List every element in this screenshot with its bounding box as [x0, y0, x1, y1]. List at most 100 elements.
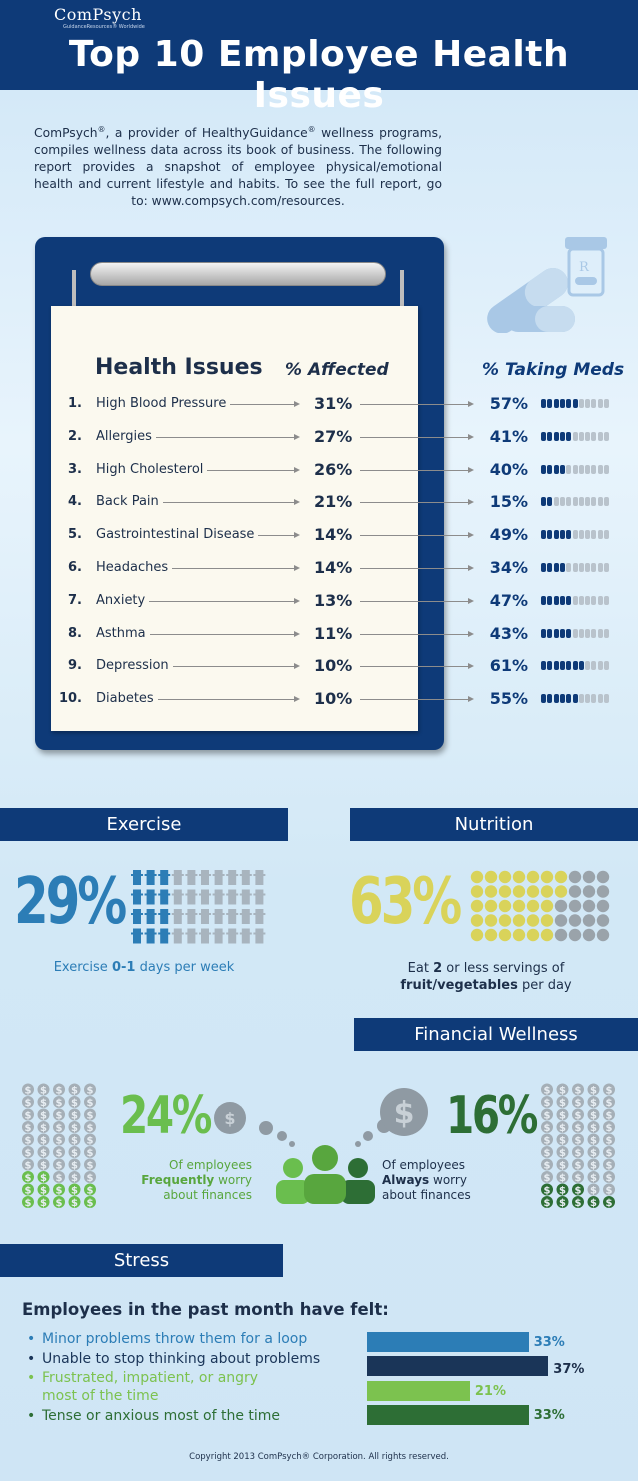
- svg-text:$: $: [87, 1198, 94, 1209]
- fruit-icon: [512, 914, 526, 927]
- brand-tagline: GuidanceResources® Worldwide: [63, 24, 145, 30]
- fruit-icon: [484, 914, 498, 927]
- svg-text:$: $: [40, 1198, 47, 1209]
- fruit-icon: [526, 899, 540, 913]
- pill-icon: [597, 694, 603, 704]
- section-bar-financial: Financial Wellness: [354, 1018, 638, 1051]
- pill-icon: [559, 431, 565, 441]
- row-arrow-meds: [360, 401, 474, 407]
- svg-text:$: $: [606, 1198, 613, 1209]
- pill-icon: [566, 464, 572, 474]
- dollar-coin-icon: $: [22, 1083, 34, 1097]
- intro-text: ComPsych®, a provider of HealthyGuidance…: [34, 125, 442, 209]
- pill-icon: [604, 399, 609, 408]
- dollar-coin-icon: $: [603, 1133, 615, 1147]
- row-affected-value: 11%: [314, 623, 353, 643]
- person-icon: [185, 870, 198, 885]
- dollar-coin-icon: $: [541, 1096, 553, 1109]
- pill-icon: [578, 530, 584, 540]
- fruit-icon: [484, 928, 498, 942]
- pill-icon: [547, 595, 553, 605]
- svg-text:$: $: [544, 1123, 551, 1134]
- person-icon: [158, 909, 171, 924]
- svg-text:$: $: [40, 1161, 47, 1172]
- svg-text:$: $: [544, 1136, 551, 1147]
- worried-people-icon: $ $: [214, 1088, 428, 1204]
- svg-text:$: $: [56, 1198, 63, 1209]
- dollar-coin-icon: $: [587, 1158, 600, 1172]
- pill-icon: [578, 399, 584, 408]
- dollar-coin-icon: $: [37, 1096, 50, 1109]
- row-issue-name: High Blood Pressure: [96, 396, 231, 411]
- svg-text:$: $: [606, 1111, 613, 1122]
- person-icon: [212, 889, 225, 905]
- svg-text:$: $: [606, 1098, 613, 1109]
- pill-meter-icon: [541, 563, 611, 573]
- pill-icon: [572, 694, 578, 704]
- dollar-coin-icon: $: [541, 1146, 553, 1159]
- row-number: 10.: [58, 691, 82, 707]
- fruit-icon: [540, 885, 554, 898]
- pill-icon: [541, 399, 546, 408]
- svg-text:$: $: [40, 1111, 47, 1122]
- row-number: 6.: [68, 560, 82, 575]
- svg-text:$: $: [544, 1198, 551, 1209]
- pill-icon: [559, 595, 565, 605]
- dollar-coin-icon: $: [556, 1108, 569, 1122]
- section-bar-stress: Stress: [0, 1244, 283, 1277]
- empty-fruit-icon: [554, 899, 568, 913]
- pill-icon: [559, 694, 565, 704]
- pill-icon: [541, 563, 546, 572]
- pill-icon: [559, 464, 565, 474]
- pill-icon: [566, 530, 572, 540]
- dollar-coin-icon: $: [53, 1083, 65, 1097]
- dollar-coin-icon: $: [53, 1196, 65, 1209]
- dollar-coin-icon: $: [53, 1108, 65, 1122]
- fruit-icon: [470, 870, 484, 884]
- svg-text:$: $: [559, 1186, 566, 1197]
- dollar-coin-icon: $: [587, 1183, 600, 1197]
- pill-icon: [585, 563, 591, 572]
- pill-icon: [591, 399, 597, 408]
- copyright-text: Copyright 2013 ComPsych® Corporation. Al…: [189, 1452, 449, 1462]
- svg-text:$: $: [575, 1136, 582, 1147]
- dollar-coin-icon: $: [37, 1083, 50, 1097]
- person-icon: [185, 889, 198, 905]
- dollar-coin-icon: $: [68, 1146, 81, 1159]
- fruit-icon: [498, 885, 512, 898]
- dollar-coin-icon: $: [37, 1196, 50, 1209]
- fruit-icon: [512, 885, 526, 898]
- pill-meter-icon: [541, 694, 611, 704]
- dollar-coin-icon: $: [84, 1083, 96, 1097]
- pill-icon: [566, 595, 572, 605]
- bullet-icon: •: [27, 1351, 36, 1367]
- dollar-coin-icon: $: [603, 1096, 615, 1109]
- dollar-coin-icon: $: [603, 1146, 615, 1159]
- row-arrow-affected: [100, 663, 300, 670]
- pill-meter-icon: [541, 661, 611, 671]
- table-row: 8. Asthma 11% 43%: [0, 623, 638, 659]
- pill-icon: [541, 530, 546, 540]
- pill-icon: [553, 563, 559, 572]
- dollar-coin-icon: $: [84, 1133, 96, 1147]
- svg-text:$: $: [87, 1136, 94, 1147]
- stress-item: • Minor problems throw them for a loop: [27, 1330, 307, 1348]
- pill-icon: [547, 563, 553, 572]
- pill-icon: [572, 464, 578, 474]
- dollar-coin-icon: $: [541, 1196, 553, 1209]
- person-icon: [158, 870, 171, 885]
- row-number: 9.: [68, 658, 82, 674]
- person-icon: [199, 889, 211, 905]
- svg-text:$: $: [590, 1111, 597, 1122]
- dollar-coin-icon: $: [53, 1158, 65, 1172]
- pill-icon: [585, 431, 591, 441]
- dollar-coin-icon: $: [22, 1158, 34, 1172]
- dollar-coin-icon: $: [68, 1158, 81, 1172]
- dollar-coin-icon: $: [587, 1121, 600, 1134]
- dollar-coin-icon: $: [572, 1083, 584, 1097]
- dollar-coin-icon: $: [572, 1108, 584, 1122]
- pill-icon: [585, 595, 591, 605]
- empty-fruit-icon: [582, 870, 596, 884]
- dollar-coin-icon: $: [53, 1121, 65, 1134]
- page-title: Top 10 Employee Health Issues: [68, 34, 570, 116]
